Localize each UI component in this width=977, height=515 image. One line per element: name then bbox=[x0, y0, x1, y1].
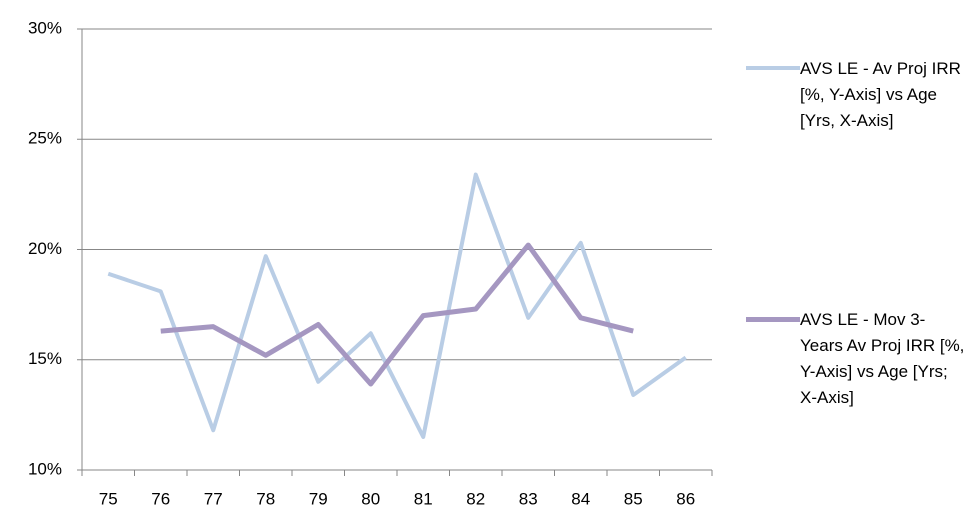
y-tick-label: 30% bbox=[28, 18, 62, 37]
y-tick-label: 10% bbox=[28, 459, 62, 478]
x-tick-label: 77 bbox=[204, 489, 223, 508]
x-tick-label: 76 bbox=[151, 489, 170, 508]
legend-label: AVS LE - Av Proj IRR [%, Y-Axis] vs Age … bbox=[800, 59, 961, 130]
x-tick-label: 85 bbox=[624, 489, 643, 508]
x-tick-label: 79 bbox=[309, 489, 328, 508]
x-tick-label: 80 bbox=[361, 489, 380, 508]
x-tick-label: 78 bbox=[256, 489, 275, 508]
series-line bbox=[160, 242, 634, 387]
x-tick-label: 83 bbox=[519, 489, 538, 508]
y-tick-label: 25% bbox=[28, 129, 62, 148]
legend-swatch bbox=[746, 66, 800, 70]
legend-item: AVS LE - Mov 3-Years Av Proj IRR [%, Y-A… bbox=[746, 307, 971, 411]
x-tick-label: 81 bbox=[414, 489, 433, 508]
x-tick-label: 82 bbox=[466, 489, 485, 508]
x-tick-label: 86 bbox=[676, 489, 695, 508]
series-line bbox=[107, 172, 687, 439]
legend-item: AVS LE - Av Proj IRR [%, Y-Axis] vs Age … bbox=[746, 56, 971, 134]
x-tick-label: 84 bbox=[571, 489, 590, 508]
x-tick-label: 75 bbox=[99, 489, 118, 508]
legend-swatch bbox=[746, 317, 800, 322]
legend-label: AVS LE - Mov 3-Years Av Proj IRR [%, Y-A… bbox=[800, 310, 965, 407]
y-tick-label: 15% bbox=[28, 349, 62, 368]
y-tick-label: 20% bbox=[28, 239, 62, 258]
